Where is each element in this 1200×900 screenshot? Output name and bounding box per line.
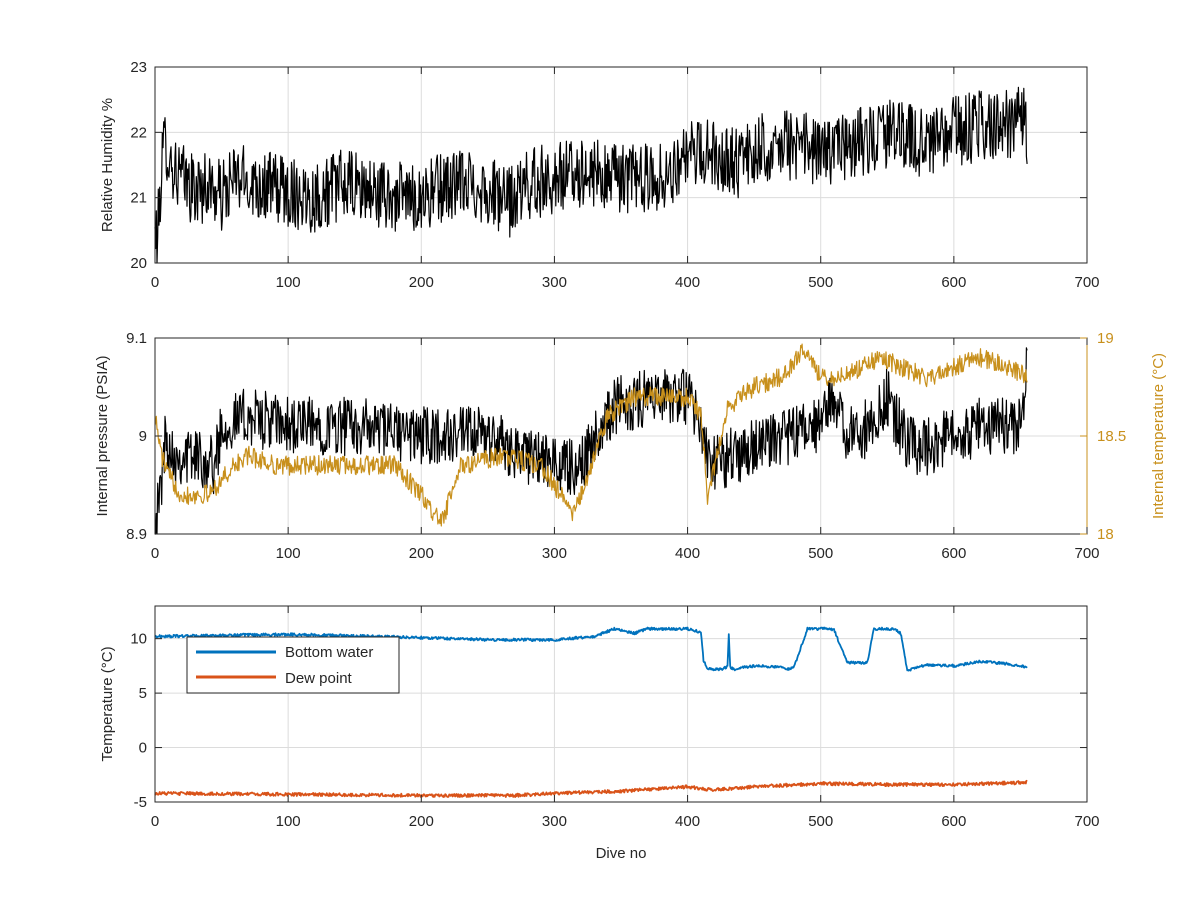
humidity-series (154, 86, 1028, 264)
pressure-yticks: 8.9 9 9.1 (126, 330, 162, 543)
y2-tick-label: 19 (1097, 330, 1114, 347)
x-tick-label: 100 (276, 813, 301, 830)
pressure-xticks: 0 100 200 300 400 500 600 700 (151, 338, 1100, 562)
temperature-ylabel: Internal temperature (°C) (1150, 353, 1167, 519)
x-tick-label: 500 (808, 274, 833, 291)
panel-humidity: 0 100 200 300 400 500 600 700 20 21 22 23 Relative… (99, 59, 1100, 291)
humidity-ylabel: Relative Humidity % (99, 98, 116, 232)
x-tick-label: 700 (1074, 274, 1099, 291)
y-tick-label: 0 (139, 740, 147, 757)
x-tick-label: 700 (1074, 545, 1099, 562)
x-tick-label: 200 (409, 274, 434, 291)
y-tick-label: 20 (130, 255, 147, 272)
humidity-xticks: 0 100 200 300 400 500 600 700 (151, 67, 1100, 291)
y-tick-label: 21 (130, 190, 147, 207)
x-tick-label: 400 (675, 274, 700, 291)
y-tick-label: 8.9 (126, 526, 147, 543)
series-line-dew-point (154, 779, 1028, 798)
legend-label-dew-point: Dew point (285, 670, 353, 687)
humidity-axes-box (154, 66, 1088, 264)
temperature-series (154, 343, 1028, 527)
x-tick-label: 300 (542, 274, 567, 291)
series-line-bottom-water (154, 626, 1028, 672)
x-tick-label: 0 (151, 274, 159, 291)
temp-axes-box (154, 605, 1088, 803)
x-tick-label: 500 (808, 813, 833, 830)
legend-label-bottom-water: Bottom water (285, 644, 373, 661)
x-tick-label: 300 (542, 813, 567, 830)
pressure-ylabel: Internal pressure (PSIA) (94, 356, 111, 517)
y2-tick-label: 18.5 (1097, 428, 1126, 445)
series-line-internal-temperature (154, 343, 1028, 527)
legend-box (186, 636, 400, 694)
x-tick-label: 500 (808, 545, 833, 562)
x-tick-label: 400 (675, 813, 700, 830)
temp-series (154, 626, 1028, 798)
x-tick-label: 400 (675, 545, 700, 562)
temp-yticks: -5 0 5 10 (130, 631, 1087, 811)
humidity-yticks: 20 21 22 23 (130, 59, 1087, 272)
legend: Bottom water Dew point (186, 636, 400, 694)
y2-tick-label: 18 (1097, 526, 1114, 543)
y-tick-label: 5 (139, 685, 147, 702)
x-tick-label: 100 (276, 545, 301, 562)
x-tick-label: 200 (409, 813, 434, 830)
panel-pressure: 0 100 200 300 400 500 600 700 8.999.1 1818.519 … (94, 330, 1167, 562)
x-tick-label: 200 (409, 545, 434, 562)
x-tick-label: 600 (941, 813, 966, 830)
y-tick-label: 23 (130, 59, 147, 76)
x-tick-label: 700 (1074, 813, 1099, 830)
temperature-yticks: 18 18.5 19 (1080, 330, 1126, 543)
y-tick-label: 22 (130, 124, 147, 141)
y-tick-label: 9.1 (126, 330, 147, 347)
x-tick-label: 0 (151, 545, 159, 562)
temp-ylabel: Temperature (°C) (99, 646, 116, 761)
y-tick-label: 9 (139, 428, 147, 445)
x-tick-label: 600 (941, 545, 966, 562)
x-tick-label: 600 (941, 274, 966, 291)
x-tick-label: 0 (151, 813, 159, 830)
temp-xlabel: Dive no (596, 845, 647, 862)
y-tick-label: -5 (134, 794, 147, 811)
x-tick-label: 300 (542, 545, 567, 562)
y-tick-label: 10 (130, 631, 147, 648)
x-tick-label: 100 (276, 274, 301, 291)
series-line-relative-humidity (154, 86, 1028, 264)
temp-xticks: 0 100 200 300 400 500 600 700 (151, 606, 1100, 830)
